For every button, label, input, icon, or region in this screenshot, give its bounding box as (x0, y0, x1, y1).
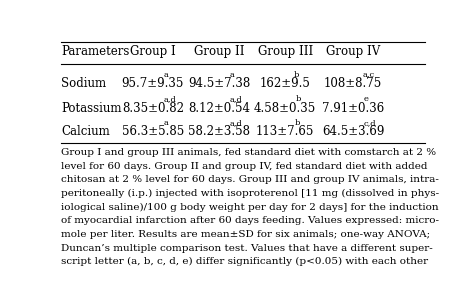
Text: 58.2±3.58: 58.2±3.58 (188, 125, 250, 138)
Text: a,d: a,d (229, 119, 242, 127)
Text: script letter (a, b, c, d, e) differ significantly (p<0.05) with each other: script letter (a, b, c, d, e) differ sig… (61, 257, 428, 266)
Text: Group III: Group III (257, 45, 313, 58)
Text: 108±8.75: 108±8.75 (324, 77, 382, 90)
Text: 8.35±0.82: 8.35±0.82 (122, 102, 184, 115)
Text: b: b (294, 71, 299, 79)
Text: Group I and group III animals, fed standard diet with comstarch at 2 %: Group I and group III animals, fed stand… (61, 148, 436, 157)
Text: e: e (364, 95, 368, 103)
Text: a,d: a,d (164, 95, 176, 103)
Text: iological saline)/100 g body weight per day for 2 days] for the induction: iological saline)/100 g body weight per … (61, 203, 439, 212)
Text: 8.12±0.54: 8.12±0.54 (188, 102, 250, 115)
Text: Duncan’s multiple comparison test. Values that have a different super-: Duncan’s multiple comparison test. Value… (61, 243, 433, 253)
Text: peritoneally (i.p.) injected with isoproterenol [11 mg (dissolved in phys-: peritoneally (i.p.) injected with isopro… (61, 189, 439, 198)
Text: 113±7.65: 113±7.65 (256, 125, 314, 138)
Text: b: b (296, 95, 301, 103)
Text: of myocardial infarction after 60 days feeding. Values expressed: micro-: of myocardial infarction after 60 days f… (61, 216, 439, 225)
Text: level for 60 days. Group II and group IV, fed standard diet with added: level for 60 days. Group II and group IV… (61, 162, 428, 171)
Text: Group I: Group I (130, 45, 176, 58)
Text: 56.3±5.85: 56.3±5.85 (122, 125, 184, 138)
Text: b: b (295, 119, 300, 127)
Text: 7.91±0.36: 7.91±0.36 (322, 102, 384, 115)
Text: 162±9.5: 162±9.5 (260, 77, 310, 90)
Text: 64.5±3.69: 64.5±3.69 (322, 125, 384, 138)
Text: Potassium: Potassium (61, 102, 122, 115)
Text: mole per liter. Results are mean±SD for six animals; one-way ANOVA;: mole per liter. Results are mean±SD for … (61, 230, 430, 239)
Text: 95.7±9.35: 95.7±9.35 (122, 77, 184, 90)
Text: a,c: a,c (363, 71, 375, 79)
Text: 94.5±7.38: 94.5±7.38 (188, 77, 250, 90)
Text: Group IV: Group IV (326, 45, 380, 58)
Text: Sodium: Sodium (61, 77, 106, 90)
Text: Group II: Group II (194, 45, 244, 58)
Text: Calcium: Calcium (61, 125, 110, 138)
Text: chitosan at 2 % level for 60 days. Group III and group IV animals, intra-: chitosan at 2 % level for 60 days. Group… (61, 175, 439, 185)
Text: Parameters: Parameters (61, 45, 129, 58)
Text: a: a (164, 71, 168, 79)
Text: 4.58±0.35: 4.58±0.35 (254, 102, 316, 115)
Text: c,d: c,d (364, 119, 376, 127)
Text: a: a (164, 119, 168, 127)
Text: a,d: a,d (229, 95, 242, 103)
Text: a: a (229, 71, 234, 79)
